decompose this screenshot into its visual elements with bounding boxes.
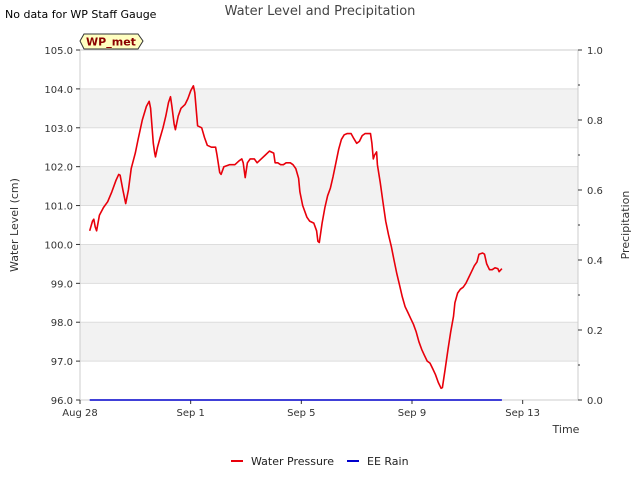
series-layer (88, 85, 503, 401)
right-axis-label: Precipitation (619, 191, 632, 260)
plot-bands (80, 88, 578, 362)
station-badge: WP_met (79, 33, 144, 50)
left-axis-tick-label: 100.0 (44, 240, 73, 251)
left-axis-tick-label: 103.0 (44, 124, 73, 135)
left-axis-tick-label: 101.0 (44, 202, 73, 213)
left-axis-tick-label: 98.0 (51, 318, 73, 329)
plot-band (80, 244, 578, 284)
right-axis-tick-label: 0.2 (587, 326, 603, 337)
x-axis-tick-label: Sep 9 (398, 408, 426, 419)
right-axis-ticks: 0.0 0.2 0.4 0.6 0.8 1.0 (578, 46, 603, 407)
left-axis-tick-label: 104.0 (44, 85, 73, 96)
left-axis-tick-label: 97.0 (51, 357, 73, 368)
x-axis-label: Time (552, 423, 580, 436)
x-axis-tick-label: Aug 28 (62, 408, 97, 419)
legend: Water Pressure EE Rain (231, 455, 409, 468)
left-axis-tick-label: 102.0 (44, 163, 73, 174)
legend-label-ee-rain: EE Rain (367, 455, 409, 468)
x-axis-tick-label: Sep 5 (287, 408, 315, 419)
station-badge-label: WP_met (86, 36, 136, 49)
left-axis-tick-label: 99.0 (51, 279, 73, 290)
left-axis-label: Water Level (cm) (8, 178, 21, 272)
left-axis-ticks: 96.0 97.0 98.0 99.0 100.0 101.0 102.0 103.0 104.… (44, 46, 80, 407)
plot-band (80, 322, 578, 362)
right-axis-tick-label: 0.4 (587, 256, 603, 267)
left-axis-tick-label: 96.0 (51, 396, 73, 407)
plot-band (80, 166, 578, 206)
chart-title: Water Level and Precipitation (225, 4, 416, 19)
right-axis-tick-label: 0.0 (587, 396, 603, 407)
station-badge-box (79, 33, 144, 50)
x-axis-tick-label: Sep 1 (176, 408, 204, 419)
right-axis-tick-label: 0.8 (587, 116, 603, 127)
series-line-water-pressure (88, 85, 503, 390)
plot-band (80, 88, 578, 128)
no-data-notice: No data for WP Staff Gauge (5, 8, 157, 21)
legend-label-water-pressure: Water Pressure (251, 455, 334, 468)
x-axis-tick-label: Sep 13 (505, 408, 540, 419)
right-axis-tick-label: 1.0 (587, 46, 603, 57)
right-axis-tick-label: 0.6 (587, 186, 603, 197)
left-axis-tick-label: 105.0 (44, 46, 73, 57)
